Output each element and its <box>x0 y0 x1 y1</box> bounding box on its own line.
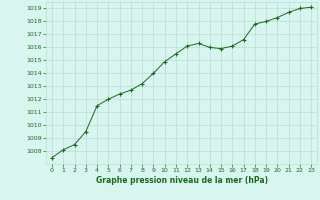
X-axis label: Graphe pression niveau de la mer (hPa): Graphe pression niveau de la mer (hPa) <box>96 176 268 185</box>
